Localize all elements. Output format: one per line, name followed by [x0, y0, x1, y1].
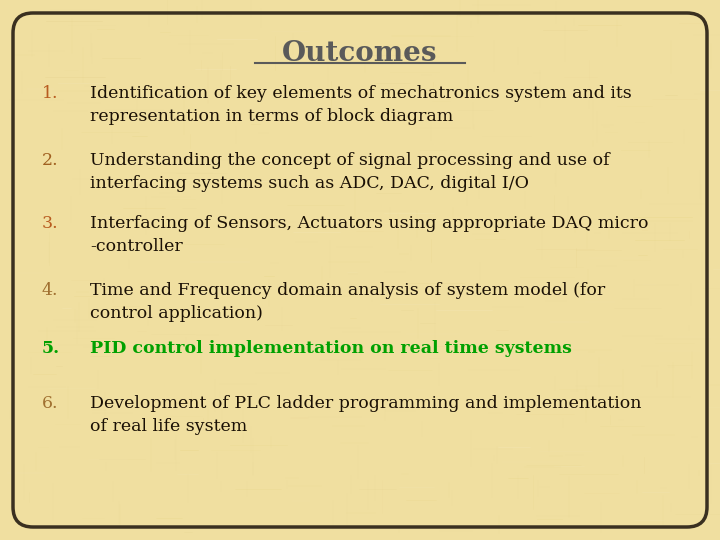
Text: 6.: 6.: [42, 395, 58, 412]
Text: 4.: 4.: [42, 282, 58, 299]
Text: Time and Frequency domain analysis of system model (for
control application): Time and Frequency domain analysis of sy…: [90, 282, 606, 322]
Text: 3.: 3.: [42, 215, 58, 232]
Text: Understanding the concept of signal processing and use of
interfacing systems su: Understanding the concept of signal proc…: [90, 152, 610, 192]
Text: Outcomes: Outcomes: [282, 40, 438, 67]
Text: Interfacing of Sensors, Actuators using appropriate DAQ micro
-controller: Interfacing of Sensors, Actuators using …: [90, 215, 649, 255]
Text: Development of PLC ladder programming and implementation
of real life system: Development of PLC ladder programming an…: [90, 395, 642, 435]
Text: 2.: 2.: [42, 152, 58, 169]
Text: Identification of key elements of mechatronics system and its
representation in : Identification of key elements of mechat…: [90, 85, 631, 125]
Text: PID control implementation on real time systems: PID control implementation on real time …: [90, 340, 572, 357]
Text: 1.: 1.: [42, 85, 58, 102]
Text: 5.: 5.: [42, 340, 60, 357]
